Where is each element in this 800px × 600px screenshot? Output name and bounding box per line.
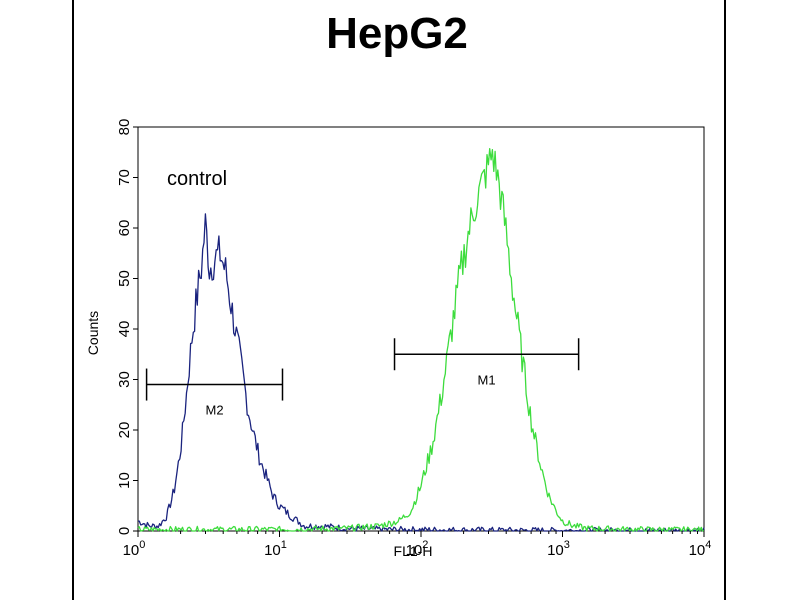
chart-frame [72, 0, 726, 600]
sample-histogram-line [137, 148, 704, 532]
x-tick-label: 101 [264, 539, 287, 559]
y-tick-label: 0 [116, 527, 133, 535]
y-tick-label: 10 [116, 472, 133, 489]
y-tick-label: 70 [116, 169, 133, 186]
y-tick-label: 80 [116, 119, 133, 136]
gate-m1-label: M1 [478, 372, 496, 387]
x-tick-label: 102 [406, 539, 429, 559]
y-tick-label: 40 [116, 321, 133, 338]
x-axis-label: FL1-H [394, 543, 433, 559]
y-tick-label: 60 [116, 220, 133, 237]
x-tick-label: 103 [547, 539, 570, 559]
gate-m2-label: M2 [206, 403, 224, 418]
y-tick-label: 20 [116, 422, 133, 439]
y-tick-label: 50 [116, 270, 133, 287]
y-axis-label: Counts [85, 311, 101, 355]
x-tick-label: 100 [123, 539, 146, 559]
control-annotation: control [167, 168, 227, 190]
chart-title: HepG2 [326, 9, 468, 58]
x-tick-label: 104 [689, 539, 712, 559]
y-tick-label: 30 [116, 371, 133, 388]
